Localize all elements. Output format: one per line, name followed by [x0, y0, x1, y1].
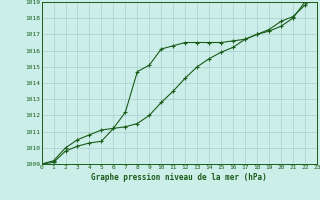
X-axis label: Graphe pression niveau de la mer (hPa): Graphe pression niveau de la mer (hPa) [91, 173, 267, 182]
